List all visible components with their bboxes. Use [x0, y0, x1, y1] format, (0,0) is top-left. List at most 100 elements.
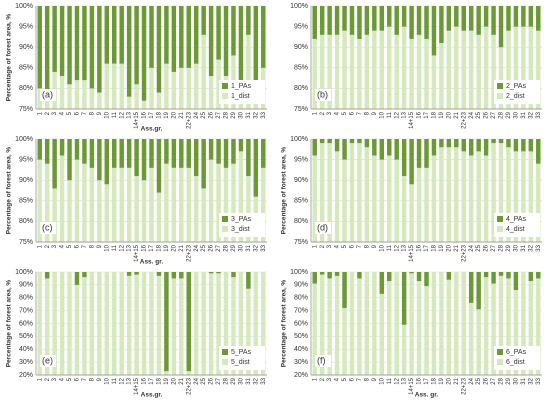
bar-segment [261, 139, 266, 168]
bar-segment [521, 272, 526, 375]
legend-swatch [497, 359, 503, 365]
bar-segment [126, 275, 132, 375]
x-tick-label: 2 [320, 111, 326, 115]
x-tick-label: 25 [201, 244, 207, 251]
bar-segment [513, 6, 519, 27]
x-tick-label: 1 [312, 111, 318, 115]
bar-segment [461, 272, 466, 375]
x-tick-label: 31 [246, 111, 252, 118]
x-tick-label: 28 [224, 377, 230, 384]
bar-segment [156, 192, 162, 242]
x-tick-label: 14+15 [409, 244, 415, 262]
bar-segment [491, 283, 496, 375]
x-tick-label: 3 [327, 377, 333, 381]
x-tick-label: 32 [528, 244, 534, 251]
x-tick-label: 9 [97, 244, 103, 248]
legend-label: 5_PAs [231, 349, 252, 356]
x-tick-label: 10 [104, 111, 110, 118]
bar-segment [112, 272, 117, 375]
bar-segment [208, 159, 214, 242]
bar-segment [164, 63, 169, 109]
legend-label: 3_PAs [231, 216, 252, 223]
bar-segment [379, 159, 385, 242]
bar-segment [536, 272, 541, 279]
x-tick-label: 27 [491, 377, 497, 384]
y-tick-label: 90% [294, 177, 308, 184]
x-tick-label: 18 [432, 377, 438, 384]
bar-segment [141, 272, 147, 375]
bar-segment [104, 139, 110, 185]
x-tick-label: 4 [60, 377, 66, 381]
bar-segment [319, 139, 325, 144]
bar-segment [319, 274, 325, 375]
x-tick-label: 25 [476, 244, 482, 251]
bar-segment [37, 139, 42, 160]
x-tick-label: 31 [521, 111, 527, 118]
panel-label-bg [315, 222, 331, 234]
bar-segment [119, 63, 124, 109]
x-tick-label: 33 [536, 377, 542, 384]
panel-label: (c) [42, 222, 53, 232]
x-tick-label: 22+23 [186, 377, 192, 395]
y-axis-label: Percentage of forest area, % [6, 14, 13, 102]
bar-segment [89, 272, 95, 375]
bar-segment [491, 6, 496, 35]
y-tick-label: 70% [294, 307, 308, 314]
bar-segment [216, 272, 221, 274]
bar-segment [513, 290, 519, 375]
x-tick-label: 25 [201, 377, 207, 384]
bar-segment [52, 188, 57, 242]
x-tick-label: 11 [387, 244, 393, 251]
bar-segment [424, 272, 429, 287]
bar-segment [44, 139, 50, 164]
bar-segment [349, 34, 355, 110]
bar-segment [37, 159, 42, 242]
bar-segment [179, 272, 184, 279]
bar-segment [364, 139, 370, 148]
panel-label-bg [40, 89, 56, 101]
x-tick-label: 29 [506, 111, 512, 118]
x-tick-label: 17 [424, 244, 430, 251]
x-tick-label: 12 [119, 111, 125, 118]
x-tick-label: 25 [201, 111, 207, 118]
bar-segment [394, 159, 399, 242]
x-tick-label: 14+15 [134, 111, 140, 129]
bar-segment [409, 272, 414, 274]
x-tick-label: 2 [320, 377, 326, 381]
y-tick-label: 100% [15, 3, 33, 10]
bar-segment [342, 272, 347, 309]
bar-segment [319, 272, 325, 275]
x-tick-label: 29 [231, 377, 237, 384]
bar-segment [528, 272, 534, 282]
bar-segment [476, 139, 481, 152]
bar-segment [431, 272, 437, 375]
bar-segment [37, 6, 42, 89]
bar-segment [261, 272, 266, 375]
x-tick-label: 29 [506, 244, 512, 251]
x-tick-label: 28 [499, 111, 505, 118]
x-tick-label: 17 [149, 377, 155, 384]
legend-label: 2_PAs [506, 83, 527, 90]
x-tick-label: 6 [75, 244, 81, 248]
bar-segment [179, 278, 184, 375]
y-tick-label: 75% [19, 239, 33, 246]
panel-label: (f) [317, 355, 326, 365]
x-tick-label: 18 [432, 111, 438, 118]
x-tick-label: 27 [216, 377, 222, 384]
bar-segment [491, 139, 496, 144]
x-tick-label: 31 [246, 377, 252, 384]
bar-segment [491, 143, 496, 242]
bar-segment [424, 6, 429, 39]
x-tick-label: 14+15 [409, 111, 415, 129]
x-tick-label: 30 [238, 377, 244, 384]
y-tick-label: 95% [294, 23, 308, 30]
x-tick-label: 14+15 [134, 377, 140, 395]
x-tick-label: 29 [231, 244, 237, 251]
x-tick-label: 2 [45, 244, 51, 248]
bar-segment [446, 139, 452, 148]
bar-segment [446, 279, 452, 375]
x-tick-label: 8 [89, 377, 95, 381]
bar-segment [498, 139, 504, 144]
bar-segment [112, 139, 117, 168]
bar-segment [246, 6, 251, 35]
